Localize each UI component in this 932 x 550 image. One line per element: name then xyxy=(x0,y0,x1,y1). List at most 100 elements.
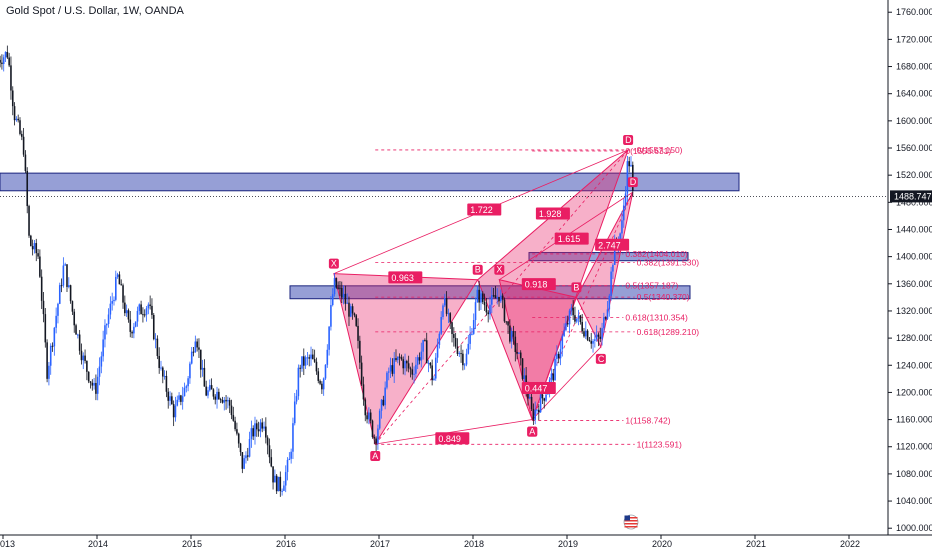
candle-body xyxy=(480,293,482,303)
candle-body xyxy=(436,344,439,358)
candle-body xyxy=(174,405,177,418)
candle-body xyxy=(21,133,23,137)
candle-body xyxy=(626,161,629,194)
candle-body xyxy=(227,400,229,402)
ratio-label: 2.747 xyxy=(598,240,621,250)
y-tick-label: 1080.000 xyxy=(896,469,932,479)
candle-body xyxy=(536,409,538,411)
candle-body xyxy=(360,362,363,385)
candle-body xyxy=(286,459,289,473)
candle-body xyxy=(105,323,108,326)
candle-body xyxy=(140,304,142,315)
candle-body xyxy=(232,415,235,421)
candle-body xyxy=(481,293,484,302)
y-tick-label: 1400.000 xyxy=(896,252,932,262)
pattern-point-badge xyxy=(328,258,339,269)
candle-body xyxy=(30,235,32,247)
candle-body xyxy=(225,399,227,402)
fib-level-label: 0.5(1340.370) xyxy=(637,292,690,302)
candle-body xyxy=(315,361,318,372)
candle-body xyxy=(534,410,536,420)
candle-body xyxy=(69,285,72,302)
candle-body xyxy=(277,476,280,492)
candle-body xyxy=(60,285,63,287)
candle-body xyxy=(474,302,477,321)
candle-body xyxy=(321,383,323,390)
candle-body xyxy=(219,399,222,401)
candle-body xyxy=(501,295,504,300)
candle-body xyxy=(557,353,560,359)
candle-body xyxy=(313,359,316,362)
candle-body xyxy=(301,356,303,369)
candle-body xyxy=(306,357,309,359)
candle-body xyxy=(371,420,374,438)
candle-body xyxy=(198,347,200,350)
candle-body xyxy=(142,314,144,316)
candle-body xyxy=(420,351,423,361)
y-tick-label: 1360.000 xyxy=(896,279,932,289)
candle-body xyxy=(55,315,57,328)
candle-body xyxy=(303,356,305,366)
candle-body xyxy=(293,401,296,424)
candle-body xyxy=(156,338,159,357)
candle-body xyxy=(465,353,468,365)
candle-body xyxy=(366,415,368,420)
candle-body xyxy=(39,256,41,277)
candle-body xyxy=(22,136,25,155)
y-tick-label: 1000.000 xyxy=(896,523,932,533)
candle-body xyxy=(133,326,135,334)
candle-body xyxy=(398,356,401,358)
candle-body xyxy=(483,301,486,306)
y-tick-label: 1120.000 xyxy=(896,442,932,452)
candle-body xyxy=(509,325,511,342)
candle-body xyxy=(288,458,291,460)
candle-body xyxy=(458,353,461,355)
candle-body xyxy=(566,323,569,325)
y-tick-label: 1200.000 xyxy=(896,387,932,397)
candle-body xyxy=(491,295,493,305)
x-tick-label: 2018 xyxy=(464,539,484,549)
candle-body xyxy=(8,57,10,66)
us-flag-icon xyxy=(623,514,639,530)
candle-body xyxy=(96,376,99,394)
candle-body xyxy=(492,295,495,297)
candle-body xyxy=(630,164,632,167)
ratio-label: 1.615 xyxy=(558,234,581,244)
candle-body xyxy=(89,381,92,383)
candle-body xyxy=(519,352,522,359)
candle-body xyxy=(350,306,352,317)
candle-body xyxy=(335,278,338,288)
candle-body xyxy=(77,334,79,336)
candle-body xyxy=(138,304,141,311)
candle-body xyxy=(151,305,153,315)
candle-body xyxy=(588,339,591,342)
y-tick-label: 1160.000 xyxy=(896,415,932,425)
pattern-ad-line xyxy=(374,149,629,445)
candle-body xyxy=(340,287,343,298)
pattern-point-label: D xyxy=(625,135,632,145)
pattern-point-badge xyxy=(370,451,381,462)
candle-body xyxy=(26,170,29,207)
ratio-label: 1.928 xyxy=(539,209,562,219)
candle-body xyxy=(552,373,555,381)
candle-body xyxy=(472,320,475,334)
candle-body xyxy=(239,443,242,453)
candle-body xyxy=(86,360,88,372)
candle-body xyxy=(265,426,267,438)
candle-body xyxy=(496,296,499,299)
candle-body xyxy=(610,271,612,296)
candle-body xyxy=(134,321,137,327)
candle-body xyxy=(597,334,600,337)
x-tick-label: 2021 xyxy=(746,539,766,549)
ratio-label-bg xyxy=(595,238,630,251)
pattern-point-badge xyxy=(472,264,483,275)
candle-body xyxy=(107,314,110,324)
candle-body xyxy=(19,120,21,134)
candle-body xyxy=(339,287,341,289)
candle-body xyxy=(445,298,448,314)
candle-body xyxy=(190,351,193,364)
ratio-label-bg xyxy=(467,203,502,216)
y-tick-label: 1760.000 xyxy=(896,7,932,17)
candle-body xyxy=(402,359,405,369)
